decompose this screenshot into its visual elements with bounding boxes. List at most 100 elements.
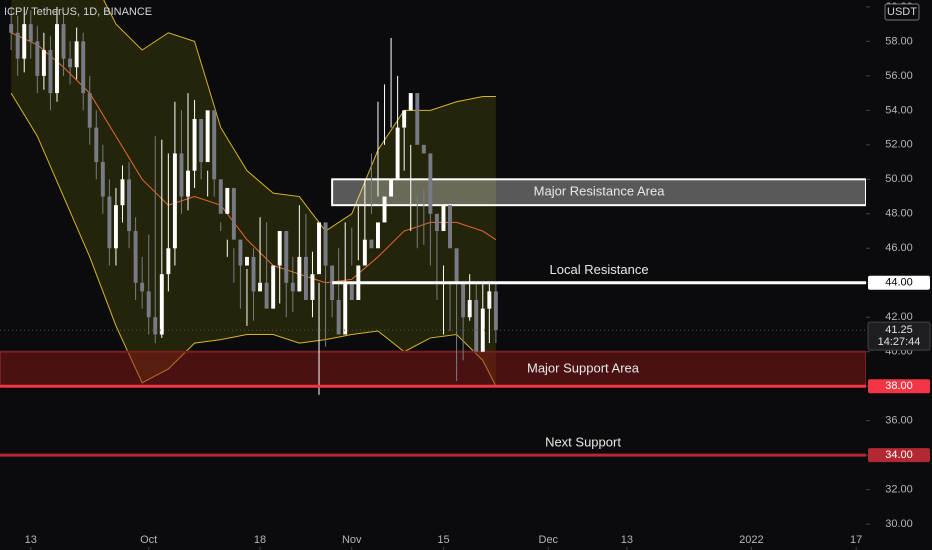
candle-body [480,308,485,352]
y-tick-label: 54.00 [885,104,913,116]
band-fill [11,0,496,387]
candle-body [192,118,197,171]
candle-body [258,282,263,292]
last-price-tag [867,321,931,351]
candle-body [199,118,204,163]
y-tick-label: 46.00 [885,242,913,254]
candle-body [15,32,20,59]
candle-body [22,24,27,59]
zone-label: Major Support Area [527,360,640,375]
zone [0,350,867,388]
zone [331,178,867,207]
candle-body [303,256,308,300]
candle-body [434,213,439,232]
candle-body [218,179,223,214]
y-tick-label: 52.00 [885,139,913,151]
axis-bg [866,0,932,550]
price-tag-label: 34.00 [885,449,913,461]
candle-body [74,41,79,68]
level-label: Local Resistance [550,262,649,277]
candle-body [238,239,243,266]
candle-body [127,179,132,232]
band-lower [10,92,497,387]
candle-body [297,256,302,292]
price-tag [868,379,930,394]
candle-body [395,127,400,180]
candle-body [87,93,92,128]
candle-body [441,205,446,232]
countdown: 14:27:44 [878,336,921,348]
candle-body [336,300,341,335]
x-tick-label: 2022 [739,534,763,546]
x-tick-label: Dec [539,534,559,546]
y-tick-label: 56.00 [885,70,913,82]
candle-body [120,179,125,206]
candle-body [48,50,53,94]
candle-body [231,187,236,240]
y-tick-label: 42.00 [885,311,913,323]
candle-body [461,282,466,318]
candle-body [107,196,112,249]
candle-body [467,300,472,318]
candle-body [474,300,479,352]
level-label: Next Support [545,435,621,450]
price-tag-label: 44.00 [885,277,913,289]
candle-body [166,248,171,275]
candle-body [290,282,295,292]
candle-body [310,274,315,300]
candle-body [264,282,269,309]
candle-body [113,205,118,249]
candle-body [382,196,387,223]
candle-body [317,222,321,275]
candle-body [94,127,99,163]
price-tag [868,275,930,290]
x-tick-label: 18 [254,534,266,546]
x-tick-label: 17 [850,534,862,546]
candle-body [493,291,498,331]
candle-body [251,256,256,292]
chart-title: ICP / TetherUS, 1D, BINANCE [4,6,152,18]
candle-body [225,187,230,214]
candle-body [448,205,452,249]
candle-body [68,58,73,68]
last-price-label: 41.25 [885,324,913,336]
candle-body [179,153,184,197]
y-tick-label: 30.00 [885,518,913,530]
candle-body [9,24,14,33]
y-tick-label: 50.00 [885,173,913,185]
candle-body [369,239,374,249]
candle-body [41,50,46,76]
candle-body [159,274,164,335]
candle-body [28,24,33,42]
price-tag-label: 38.00 [885,380,913,392]
price-tag [868,448,930,463]
candle-body [212,110,217,180]
candle-body [172,153,177,249]
x-tick-label: 15 [437,534,449,546]
candle-body [402,110,407,128]
candle-body [421,144,426,154]
candle-body [389,179,394,197]
plot-area: Major Resistance Area Major Support Area L… [0,0,867,457]
y-tick-label: 36.00 [885,415,913,427]
candle-body [186,170,190,197]
candle-body [428,153,433,214]
currency-box [884,3,920,21]
price-axis: 30.0032.0034.0036.0038.0040.0042.0044.00… [4,0,932,550]
candle-body [271,265,276,309]
candle-body [454,248,459,283]
x-tick-label: Nov [342,534,362,546]
candle-body [284,231,289,283]
y-tick-label: 32.00 [885,484,913,496]
y-tick-label: 58.00 [885,35,913,47]
y-tick-label: 48.00 [885,208,913,220]
candle-body [277,231,282,266]
candle-body [349,282,354,300]
candle-body [362,239,367,266]
zone-label: Major Resistance Area [534,184,666,199]
candle-body [408,93,413,111]
candle-body [376,222,380,249]
candle-body [487,291,492,309]
candle-body [61,24,66,59]
